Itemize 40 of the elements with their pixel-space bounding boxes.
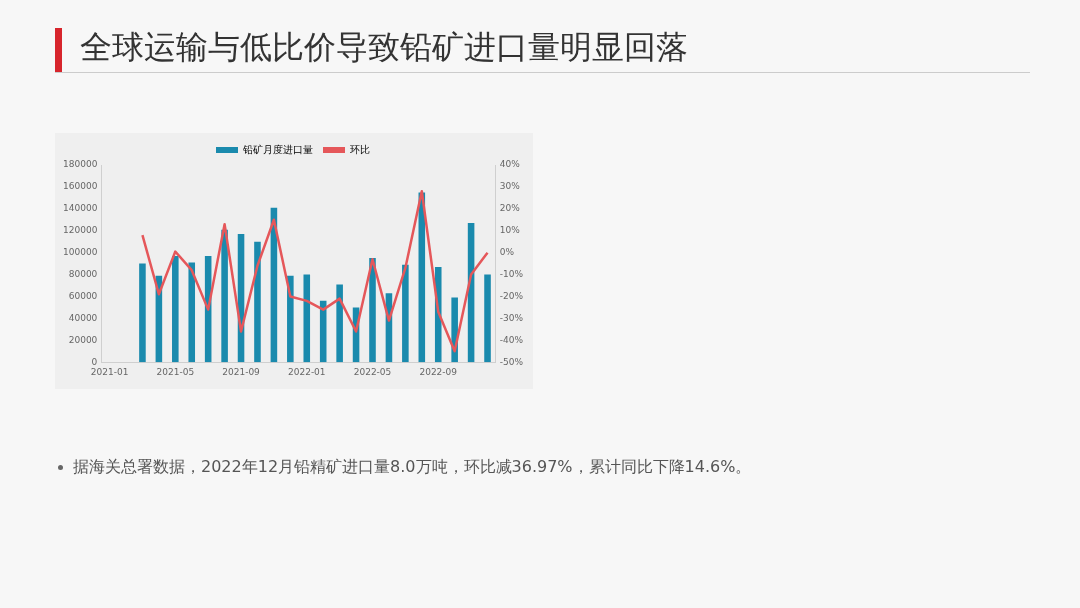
x-tick-label: 2021-01 [90,366,129,377]
y-tick-label: 20000 [68,334,98,345]
y2-tick-label: 30% [499,181,521,192]
y-tick-label: 160000 [63,181,98,192]
chart-title: 全球运输与低比价导致铅矿进口量明显回落 [80,27,688,68]
y-tick-label: 0 [91,356,98,367]
x-tick-label: 2021-09 [222,366,261,377]
y-tick-label: 80000 [68,268,98,279]
y2-tick-label: 20% [499,203,521,214]
legend-label: 环比 [350,143,370,155]
bar [188,262,196,363]
y2-tick-label: -20% [499,290,524,301]
bar [221,229,228,363]
legend-label: 铅矿月度进口量 [242,143,313,155]
text: 据海关总署数据，2022年12月铅精矿进口量8.0万吨，环比减36.97%，累计同比下降14.6%。 [73,457,752,476]
bar [172,255,179,363]
y-tick-label: 180000 [63,159,98,170]
y-tick-label: 60000 [68,290,98,301]
y2-tick-label: 0% [499,246,515,257]
y2-tick-label: 10% [499,225,521,236]
y-tick-label: 40000 [68,312,98,323]
bar [336,284,343,363]
y2-tick-label: -30% [499,312,524,323]
y-tick-label: 140000 [63,203,98,214]
y2-tick-label: -10% [499,268,524,279]
x-tick-label: 2022-09 [419,366,458,377]
x-tick-label: 2022-01 [287,366,326,377]
x-tick-label: 2022-05 [353,366,392,377]
y2-tick-label: 40% [499,159,521,170]
y-tick-label: 100000 [63,246,98,257]
bar [484,274,491,363]
x-tick-label: 2021-05 [156,366,195,377]
bar [287,275,294,363]
bar [139,263,146,363]
bar [402,264,409,363]
y2-tick-label: -50% [499,356,524,367]
y2-tick-label: -40% [499,334,524,345]
bar [254,241,261,363]
y-tick-label: 120000 [63,225,98,236]
bar [303,274,311,363]
